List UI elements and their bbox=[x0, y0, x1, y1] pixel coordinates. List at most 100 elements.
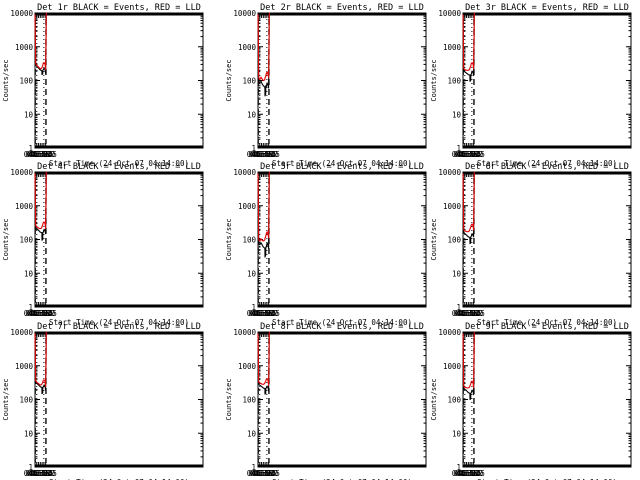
plot-frame bbox=[257, 171, 427, 308]
x-tick-label: 05:00 bbox=[252, 309, 275, 318]
plot-frame bbox=[257, 331, 427, 468]
x-tick-label: 04:15 bbox=[247, 309, 270, 318]
y-tick-label: 10 bbox=[24, 429, 34, 438]
x-tick-label: 04:30 bbox=[25, 309, 48, 318]
chart-title: Det 5r BLACK = Events, RED = LLD bbox=[260, 162, 424, 172]
x-tick-label: 04:30 bbox=[453, 150, 476, 159]
series-line bbox=[257, 12, 271, 82]
y-tick-label: 10 bbox=[247, 269, 257, 278]
x-tick-label: 04:30 bbox=[248, 469, 271, 478]
x-tick-label: 05:30 bbox=[461, 150, 484, 159]
x-tick-label: 05:15 bbox=[459, 309, 482, 318]
y-axis-label: Counts/sec bbox=[430, 59, 438, 101]
plot-frame bbox=[257, 12, 427, 149]
chart-panel: Det 5r BLACK = Events, RED = LLD 04:1504:… bbox=[225, 162, 427, 327]
x-tick-label: 04:15 bbox=[24, 469, 47, 478]
y-tick-label: 1 bbox=[456, 144, 461, 153]
y-axis-label: Counts/sec bbox=[2, 59, 10, 101]
x-tick-label: 05:00 bbox=[252, 150, 275, 159]
y-axis-label: Counts/sec bbox=[225, 59, 233, 101]
y-tick-label: 10000 bbox=[10, 168, 33, 177]
x-tick-label: 05:45 bbox=[257, 150, 280, 159]
y-tick-label: 10 bbox=[452, 110, 462, 119]
x-tick-label: 05:30 bbox=[461, 309, 484, 318]
y-tick-label: 100 bbox=[447, 77, 461, 86]
chart-panel: Det 2r BLACK = Events, RED = LLD 04:1504:… bbox=[225, 3, 427, 168]
y-tick-label: 1 bbox=[28, 144, 33, 153]
y-tick-label: 10000 bbox=[10, 328, 33, 337]
x-tick-label: 05:45 bbox=[34, 150, 57, 159]
y-tick-label: 100 bbox=[19, 396, 33, 405]
y-axis-label: Counts/sec bbox=[2, 218, 10, 260]
plot-frame bbox=[462, 171, 632, 308]
x-tick-label: 05:45 bbox=[462, 150, 485, 159]
x-tick-label: 05:00 bbox=[29, 309, 52, 318]
y-tick-label: 10 bbox=[24, 110, 34, 119]
y-tick-label: 100 bbox=[19, 77, 33, 86]
x-tick-label: 05:15 bbox=[254, 309, 277, 318]
x-tick-label: 04:30 bbox=[248, 150, 271, 159]
x-tick-label: 04:30 bbox=[25, 150, 48, 159]
series-line bbox=[462, 171, 476, 233]
y-tick-label: 1000 bbox=[238, 43, 257, 52]
y-tick-label: 10000 bbox=[233, 9, 256, 18]
x-tick-label: 04:45 bbox=[455, 309, 478, 318]
x-tick-label: 04:15 bbox=[24, 150, 47, 159]
x-tick-label: 04:30 bbox=[248, 309, 271, 318]
y-axis-label: Counts/sec bbox=[225, 218, 233, 260]
x-tick-label: 05:15 bbox=[31, 309, 54, 318]
y-tick-label: 100 bbox=[19, 236, 33, 245]
x-axis-label: Start Time (24-Oct-07 04:14:00) bbox=[272, 159, 412, 168]
x-tick-label: 04:15 bbox=[247, 469, 270, 478]
x-tick-label: 04:15 bbox=[452, 309, 475, 318]
y-tick-label: 10000 bbox=[10, 9, 33, 18]
chart-panel: Det 8r BLACK = Events, RED = LLD 04:1504:… bbox=[225, 322, 427, 480]
chart-title: Det 4r BLACK = Events, RED = LLD bbox=[37, 162, 201, 172]
y-tick-label: 100 bbox=[242, 77, 256, 86]
x-axis-label: Start Time (24-Oct-07 04:14:00) bbox=[49, 159, 189, 168]
y-tick-label: 10 bbox=[24, 269, 34, 278]
x-tick-label: 05:45 bbox=[257, 309, 280, 318]
chart-title: Det 6r BLACK = Events, RED = LLD bbox=[465, 162, 629, 172]
y-tick-label: 10 bbox=[452, 269, 462, 278]
series-line bbox=[34, 12, 48, 71]
chart-title: Det 3r BLACK = Events, RED = LLD bbox=[465, 3, 629, 13]
y-axis-label: Counts/sec bbox=[2, 378, 10, 420]
x-tick-label: 05:30 bbox=[256, 150, 279, 159]
chart-title: Det 2r BLACK = Events, RED = LLD bbox=[260, 3, 424, 13]
series-line bbox=[34, 331, 48, 388]
x-tick-label: 05:00 bbox=[252, 469, 275, 478]
x-tick-label: 05:15 bbox=[31, 469, 54, 478]
x-tick-label: 04:15 bbox=[24, 309, 47, 318]
x-tick-label: 05:00 bbox=[29, 469, 52, 478]
x-tick-label: 05:45 bbox=[34, 469, 57, 478]
y-tick-label: 10000 bbox=[438, 168, 461, 177]
x-tick-label: 05:30 bbox=[256, 309, 279, 318]
chart-panel: Det 3r BLACK = Events, RED = LLD 04:1504:… bbox=[430, 3, 632, 168]
y-tick-label: 10000 bbox=[233, 168, 256, 177]
x-tick-label: 04:15 bbox=[452, 150, 475, 159]
chart-title: Det 7r BLACK = Events, RED = LLD bbox=[37, 322, 201, 332]
y-tick-label: 1000 bbox=[443, 202, 462, 211]
y-tick-label: 1000 bbox=[15, 362, 34, 371]
y-tick-label: 1 bbox=[28, 463, 33, 472]
x-tick-label: 05:15 bbox=[254, 469, 277, 478]
x-tick-label: 05:45 bbox=[462, 309, 485, 318]
y-tick-label: 1000 bbox=[238, 202, 257, 211]
y-tick-label: 1 bbox=[251, 144, 256, 153]
x-tick-label: 04:45 bbox=[250, 150, 273, 159]
x-tick-label: 04:15 bbox=[247, 150, 270, 159]
x-tick-label: 04:30 bbox=[453, 309, 476, 318]
x-tick-label: 04:45 bbox=[27, 309, 50, 318]
x-tick-label: 04:45 bbox=[250, 309, 273, 318]
series-line bbox=[257, 171, 271, 242]
x-axis-label: Start Time (24-Oct-07 04:14:00) bbox=[477, 318, 617, 327]
y-tick-label: 1000 bbox=[15, 43, 34, 52]
x-tick-label: 05:30 bbox=[256, 469, 279, 478]
y-tick-label: 10 bbox=[247, 110, 257, 119]
chart-panel: Det 4r BLACK = Events, RED = LLD 04:1504:… bbox=[2, 162, 204, 327]
plot-frame bbox=[34, 331, 204, 468]
series-line bbox=[34, 171, 48, 230]
y-tick-label: 1 bbox=[28, 303, 33, 312]
x-tick-label: 05:30 bbox=[33, 150, 56, 159]
